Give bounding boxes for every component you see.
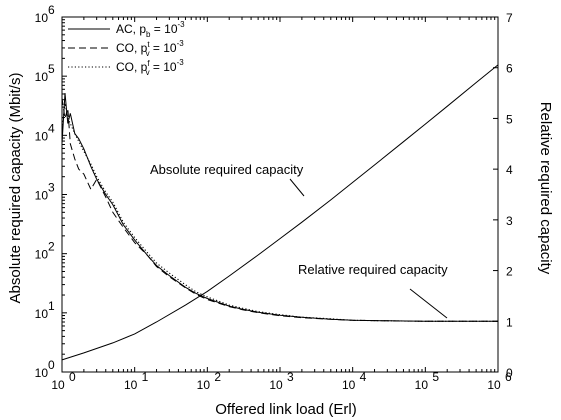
legend-entry-1: CO, pt v = 10-3 bbox=[116, 39, 184, 58]
x-tick-label: 10 bbox=[415, 378, 429, 392]
series-line-0 bbox=[61, 64, 499, 361]
y-right-tick-label: 2 bbox=[506, 265, 513, 279]
x-tick-label: 10 bbox=[342, 378, 356, 392]
series-line-3 bbox=[61, 103, 498, 322]
y-left-tick-exponent: 6 bbox=[48, 3, 55, 17]
x-tick-exponent: 5 bbox=[432, 370, 439, 384]
y-right-tick-label: 5 bbox=[506, 112, 513, 126]
y-left-tick-label: 10 bbox=[35, 70, 49, 84]
y-right-tick-label: 6 bbox=[506, 62, 513, 76]
x-tick-exponent: 3 bbox=[287, 370, 294, 384]
series-line-1 bbox=[61, 93, 498, 322]
legend-entry-2: CO, pf v = 10-3 bbox=[116, 58, 184, 77]
tick-layer: 1001011021031041051061001011021031041051… bbox=[35, 3, 513, 392]
x-tick-exponent: 6 bbox=[505, 370, 512, 384]
series-layer bbox=[61, 64, 499, 361]
x-tick-exponent: 4 bbox=[360, 370, 367, 384]
x-tick-label: 10 bbox=[269, 378, 283, 392]
series-line-2 bbox=[61, 98, 498, 322]
x-tick-label: 10 bbox=[197, 378, 211, 392]
y-axis-right-label: Relative required capacity bbox=[537, 102, 554, 275]
annotation-leader-absolute bbox=[289, 178, 305, 197]
annotation-absolute: Absolute required capacity bbox=[150, 162, 304, 177]
y-left-tick-label: 10 bbox=[35, 129, 49, 143]
y-right-tick-label: 4 bbox=[506, 163, 513, 177]
y-left-tick-exponent: 4 bbox=[48, 121, 55, 135]
y-left-tick-exponent: 3 bbox=[48, 181, 55, 195]
y-left-tick-label: 10 bbox=[35, 11, 49, 25]
y-right-tick-label: 1 bbox=[506, 315, 513, 329]
y-left-tick-exponent: 1 bbox=[48, 299, 55, 313]
x-tick-exponent: 0 bbox=[69, 370, 76, 384]
annotation-leader-relative bbox=[409, 288, 448, 319]
y-left-tick-label: 10 bbox=[35, 248, 49, 262]
y-left-tick-exponent: 0 bbox=[48, 358, 55, 372]
x-axis-label: Offered link load (Erl) bbox=[215, 401, 356, 418]
y-left-tick-exponent: 5 bbox=[48, 62, 55, 76]
y-axis-left-label: Absolute required capacity (Mbit/s) bbox=[7, 73, 24, 304]
y-left-tick-exponent: 2 bbox=[48, 240, 55, 254]
y-left-tick-label: 10 bbox=[35, 366, 49, 380]
y-left-tick-label: 10 bbox=[35, 189, 49, 203]
x-tick-label: 10 bbox=[487, 378, 501, 392]
x-tick-label: 10 bbox=[124, 378, 138, 392]
y-right-tick-label: 3 bbox=[506, 214, 513, 228]
x-tick-label: 10 bbox=[51, 378, 65, 392]
y-right-tick-label: 0 bbox=[506, 366, 513, 380]
y-right-tick-label: 7 bbox=[506, 11, 513, 25]
y-left-tick-label: 10 bbox=[35, 307, 49, 321]
x-tick-exponent: 1 bbox=[142, 370, 149, 384]
x-tick-exponent: 2 bbox=[214, 370, 221, 384]
annotation-relative: Relative required capacity bbox=[298, 262, 448, 277]
legend-entry-0: AC, pb = 10-3 bbox=[116, 20, 185, 39]
legend: AC, pb = 10-3CO, pt v = 10-3CO, pf v = 10-… bbox=[68, 20, 185, 77]
